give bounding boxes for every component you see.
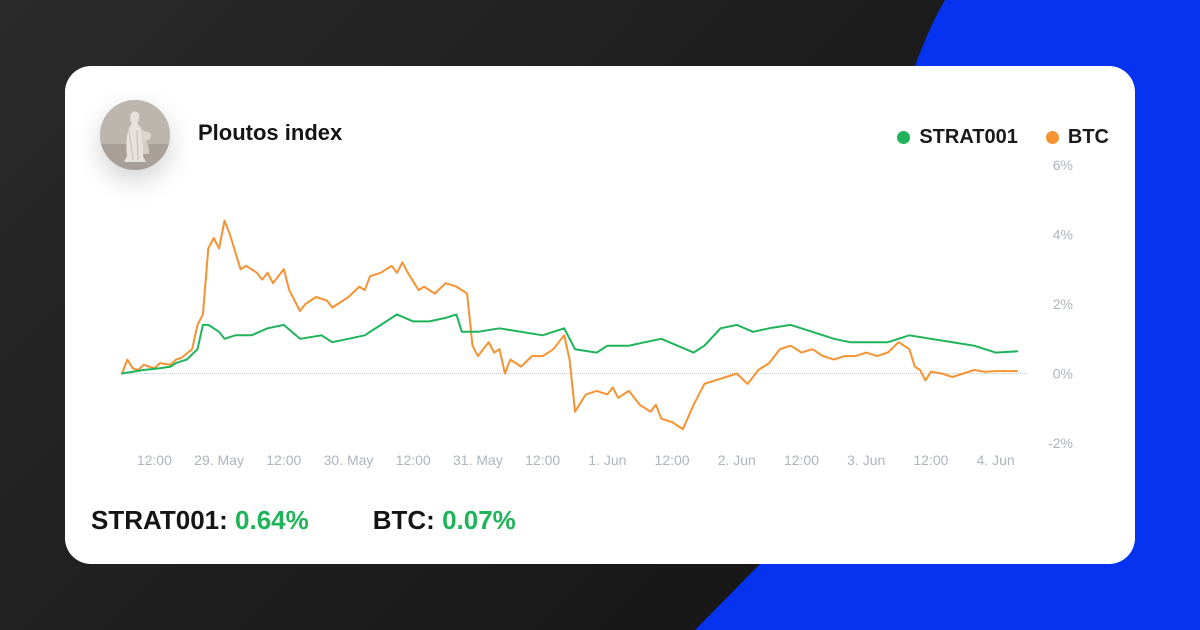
page-title: Ploutos index (198, 120, 343, 145)
index-card: Ploutos index STRAT001 BTC 6% 4% 2% 0% -2% 12… (65, 66, 1135, 564)
x-tick-label: 2. Jun (718, 452, 756, 468)
y-tick-label: 4% (1053, 227, 1073, 243)
y-tick-label: 6% (1053, 157, 1073, 173)
x-tick-label: 12:00 (266, 452, 301, 468)
x-tick-label: 3. Jun (847, 452, 885, 468)
x-tick-label: 12:00 (655, 452, 690, 468)
x-tick-label: 31. May (453, 452, 503, 468)
stats-row: STRAT001: 0.64% BTC: 0.07% (91, 505, 580, 536)
x-tick-label: 4. Jun (977, 452, 1015, 468)
series-line-btc (121, 219, 1019, 431)
legend-label-btc: BTC (1067, 126, 1109, 148)
legend-label-strat001: STRAT001 (919, 126, 1018, 148)
legend-item-btc[interactable]: BTC (1045, 126, 1109, 149)
stat-value-btc: 0.07% (442, 505, 516, 535)
x-tick-label: 12:00 (784, 452, 819, 468)
stat-btc: BTC: 0.07% (373, 505, 516, 536)
y-tick-label: -2% (1048, 435, 1073, 451)
statue-avatar-icon (100, 100, 170, 170)
stat-strat001: STRAT001: 0.64% (91, 505, 309, 536)
stat-label-strat001: STRAT001: (91, 505, 228, 535)
legend-dot-btc (1045, 131, 1059, 144)
series-line-strat001 (121, 313, 1019, 375)
y-tick-label: 0% (1053, 366, 1073, 382)
x-tick-label: 12:00 (396, 452, 431, 468)
x-tick-label: 12:00 (525, 452, 560, 468)
x-tick-label: 30. May (324, 452, 374, 468)
y-tick-label: 2% (1053, 296, 1073, 312)
x-tick-label: 12:00 (913, 452, 948, 468)
x-tick-label: 12:00 (137, 452, 172, 468)
x-tick-label: 1. Jun (588, 452, 626, 468)
chart-legend: STRAT001 BTC (869, 126, 1109, 149)
stat-label-btc: BTC: (372, 505, 435, 535)
stat-value-strat001: 0.64% (235, 505, 309, 535)
legend-dot-strat001 (897, 131, 911, 144)
legend-item-strat001[interactable]: STRAT001 (897, 126, 1018, 149)
line-chart: 6% 4% 2% 0% -2% 12:00 29. May 12:00 30. May 12:00… (121, 157, 1073, 468)
x-tick-label: 29. May (194, 452, 244, 468)
